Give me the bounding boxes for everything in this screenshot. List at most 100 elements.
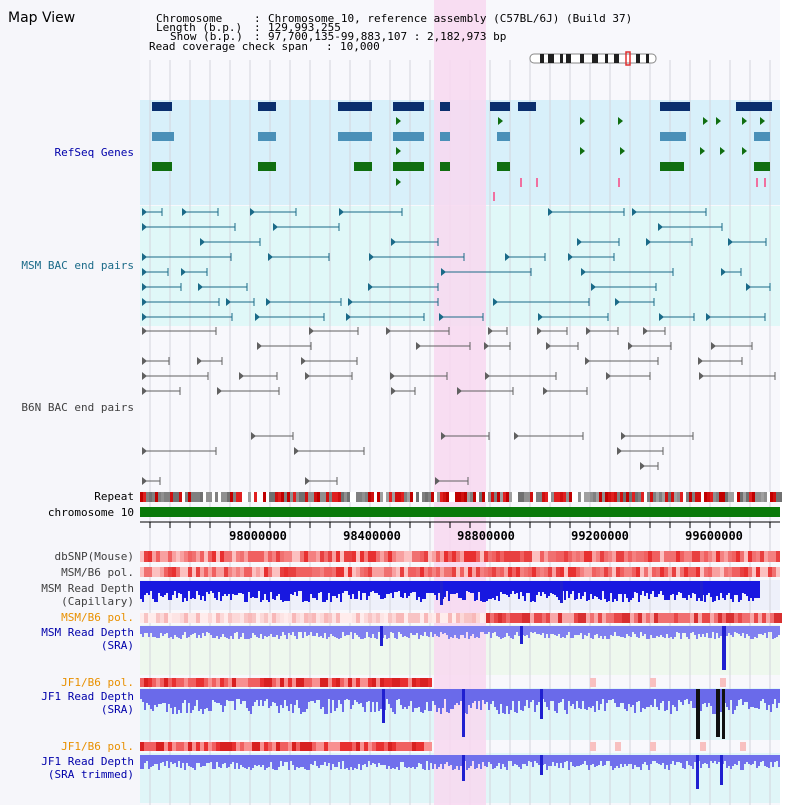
read-depth-bar [240,626,242,637]
read-depth-bar [572,581,574,591]
read-depth-bar [748,755,750,764]
read-depth-bar [274,626,276,637]
track-label-msm-b6-pol-1[interactable]: MSM/B6 pol. [61,566,134,579]
track-label-jf1-depth-sra[interactable]: JF1 Read Depth [41,690,134,703]
heat-cell [632,567,636,577]
read-depth-bar [214,626,216,638]
repeat-segment [458,492,461,502]
track-label-b6n-bac[interactable]: B6N BAC end pairs [21,401,134,414]
read-depth-bar [300,626,302,632]
repeat-segment [431,492,434,502]
read-depth-bar [438,689,440,708]
track-label-jf1-depth-trimmed[interactable]: JF1 Read Depth [41,755,134,768]
repeat-segment [587,492,590,502]
read-depth-bar [714,581,716,601]
heat-cell [692,551,696,562]
read-depth-bar [254,581,256,598]
read-depth-bar [490,689,492,704]
read-depth-bar [492,626,494,633]
read-depth-bar [516,581,518,593]
read-depth-bar [418,689,420,707]
track-label-refseq[interactable]: RefSeq Genes [54,146,134,159]
track-label-jf1-b6-pol-2[interactable]: JF1/B6 pol. [61,740,134,753]
read-depth-bar [776,689,778,708]
read-depth-bar [764,755,766,766]
heat-cell [646,613,650,623]
read-depth-bar [438,755,440,767]
read-depth-bar [760,626,762,634]
b6n-bac-pair-end [217,387,222,395]
repeat-segment [332,492,335,502]
read-depth-bar [354,755,356,768]
read-depth-bar [210,689,212,711]
read-depth-bar [730,626,732,635]
track-label-msm-b6-pol-2[interactable]: MSM/B6 pol. [61,611,134,624]
repeat-segment [335,492,338,502]
read-depth-bar [544,755,546,764]
repeat-segment [197,492,200,502]
read-depth-bar [544,626,546,638]
repeat-segment [512,492,515,502]
heat-cell [656,567,660,577]
heat-cell [624,551,628,562]
track-label-msm-depth-capillary[interactable]: MSM Read Depth [41,582,134,595]
read-depth-bar [704,755,706,763]
heat-cell [400,567,404,577]
read-depth-bar [384,755,386,765]
read-depth-bar [710,626,712,638]
read-depth-bar [288,689,290,711]
track-label-chromosome[interactable]: chromosome 10 [47,506,134,519]
heat-cell [188,613,192,623]
read-depth-bar [298,626,300,632]
repeat-segment [422,492,425,502]
heat-cell [748,551,752,562]
repeat-segment [263,492,266,502]
heat-cell [404,567,408,577]
read-depth-bar [596,755,598,766]
read-depth-bar [638,755,640,767]
track-label-msm-depth-sra[interactable]: MSM Read Depth [41,626,134,639]
read-depth-bar [346,626,348,635]
read-depth-bar [452,626,454,638]
heat-cell [758,613,762,623]
track-label-repeat[interactable]: Repeat [94,490,134,503]
read-depth-bar [348,755,350,770]
read-depth-bar [774,689,776,699]
read-depth-bar [434,581,436,595]
read-depth-bar [682,755,684,768]
read-depth-bar [242,626,244,633]
track-label-msm-bac[interactable]: MSM BAC end pairs [21,259,134,272]
repeat-segment [140,492,143,502]
read-depth-bar [512,689,514,701]
track-label-jf1-b6-pol-1[interactable]: JF1/B6 pol. [61,676,134,689]
heat-cell [428,613,432,623]
read-depth-bar [250,755,252,770]
heat-cell [264,742,268,751]
read-depth-bar [444,581,446,597]
heat-cell [228,678,232,687]
read-depth-bar [498,626,500,637]
read-depth-bar [306,689,308,709]
repeat-segment [272,492,275,502]
heat-cell [160,567,164,577]
heat-cell [494,613,498,623]
heat-cell [328,567,332,577]
read-depth-bar [434,626,436,634]
heat-cell [296,613,300,623]
read-depth-bar [194,755,196,770]
heat-cell [352,613,356,623]
read-depth-bar [176,581,178,598]
read-depth-bar [764,689,766,703]
read-depth-bar [478,626,480,638]
read-depth-bar [552,755,554,762]
heat-cell [148,678,152,687]
heat-cell [192,613,196,623]
read-depth-bar [552,689,554,701]
read-depth-bar [710,755,712,761]
read-depth-bar [740,581,742,600]
read-depth-bar [600,689,602,704]
read-depth-bar [490,755,492,764]
refseq-gene-bar [258,102,276,111]
track-label-dbsnp[interactable]: dbSNP(Mouse) [54,550,134,563]
